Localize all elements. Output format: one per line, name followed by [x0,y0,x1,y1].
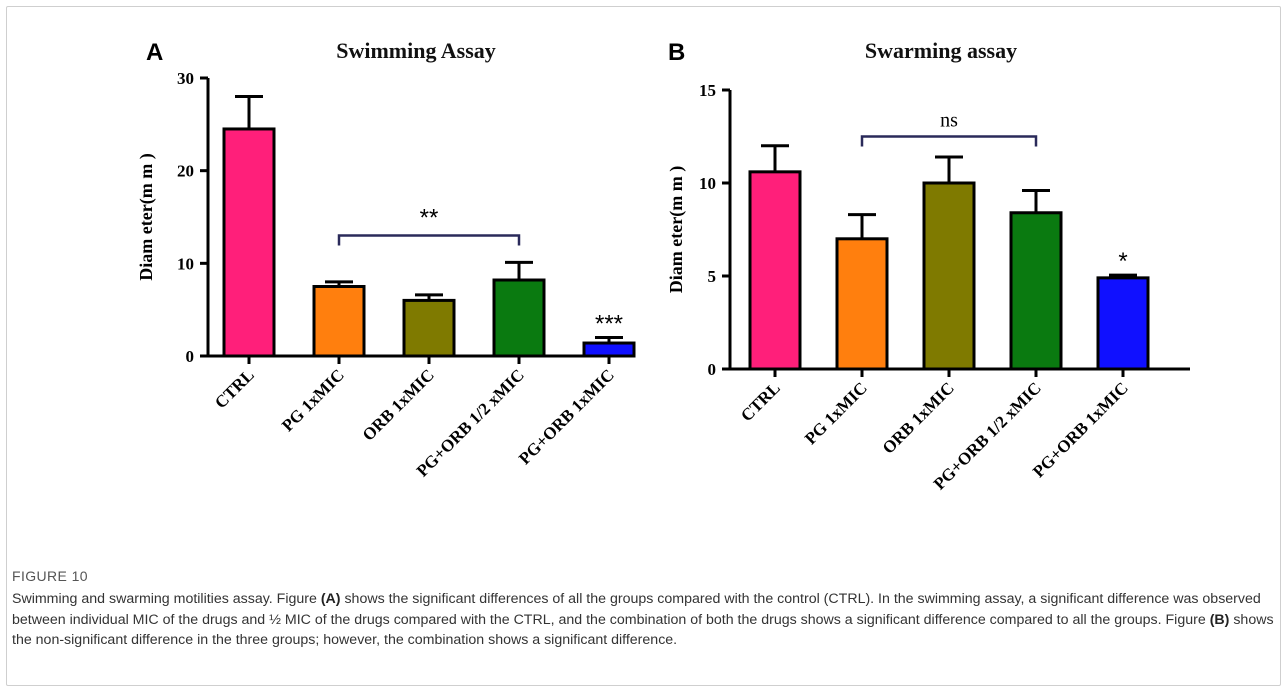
bar-pg-orb-1xmic [1096,276,1150,371]
bar-orb-1xmic [922,181,976,371]
panel-b: B Swarming assay Diam eter(m m ) 0 5 10 15 CTRL… [650,0,1287,545]
x-category-label: CTRL [211,365,258,412]
bracket-label: ns [940,110,958,132]
swarming-assay-chart: B Swarming assay Diam eter(m m ) 0 5 10 15 CTRL… [666,38,1190,494]
y-axis-title: Diam eter(m m ) [666,166,687,293]
y-axis-title: Diam eter(m m ) [136,153,157,280]
chart-title: Swimming Assay [336,38,496,63]
bracket-label: ** [420,205,439,232]
panel-letter: A [146,39,163,66]
x-category-label: ORB 1xMIC [879,378,958,457]
bar-ctrl [748,170,802,371]
x-category-label: PG 1xMIC [278,365,348,435]
bar-pg-orb-1-2-xmic [1009,211,1063,371]
x-category-label: ORB 1xMIC [359,365,438,444]
y-tick-label: 10 [177,254,194,273]
y-tick-label: 15 [699,81,716,100]
bar-significance-label: * [1118,248,1127,275]
figure-caption: Swimming and swarming motilities assay. … [12,589,1274,651]
y-tick-label: 5 [708,267,717,286]
caption-ref-a: (A) [320,591,341,607]
bar-ctrl [222,127,276,358]
significance-bracket [337,234,521,246]
figure-frame [6,6,1281,686]
y-tick-label: 0 [708,360,717,379]
bar-pg-1xmic [312,285,366,358]
panel-a: A Swimming Assay Diam eter(m m ) 0 10 20 30 CTR… [0,0,640,545]
bar-pg-orb-1-2-xmic [492,278,546,358]
y-tick-label: 10 [699,174,716,193]
caption-ref-b: (B) [1209,611,1230,628]
chart-title: Swarming assay [865,38,1017,63]
x-category-label: PG+ORB 1xMIC [1029,378,1132,481]
swimming-assay-chart: A Swimming Assay Diam eter(m m ) 0 10 20 30 CTR… [136,38,636,481]
x-category-label: CTRL [737,378,784,425]
figure-heading: FIGURE 10 [12,568,88,584]
panel-letter: B [668,39,685,66]
x-category-label: PG 1xMIC [801,378,871,448]
bar-pg-1xmic [835,237,889,371]
y-tick-label: 20 [177,162,194,181]
caption-text-3: shows the non-significant difference in … [12,611,1274,649]
y-tick-label: 30 [177,69,194,88]
significance-bracket [860,135,1038,147]
caption-text-1: Swimming and swarming motilities assay. … [12,591,321,607]
caption-text-2: shows the significant differences of all… [12,591,1261,628]
bar-orb-1xmic [402,298,456,358]
x-category-label: PG+ORB 1xMIC [515,365,618,468]
bar-pg-orb-1xmic [582,341,636,358]
y-tick-label: 0 [186,347,195,366]
bar-significance-label: *** [595,310,623,337]
